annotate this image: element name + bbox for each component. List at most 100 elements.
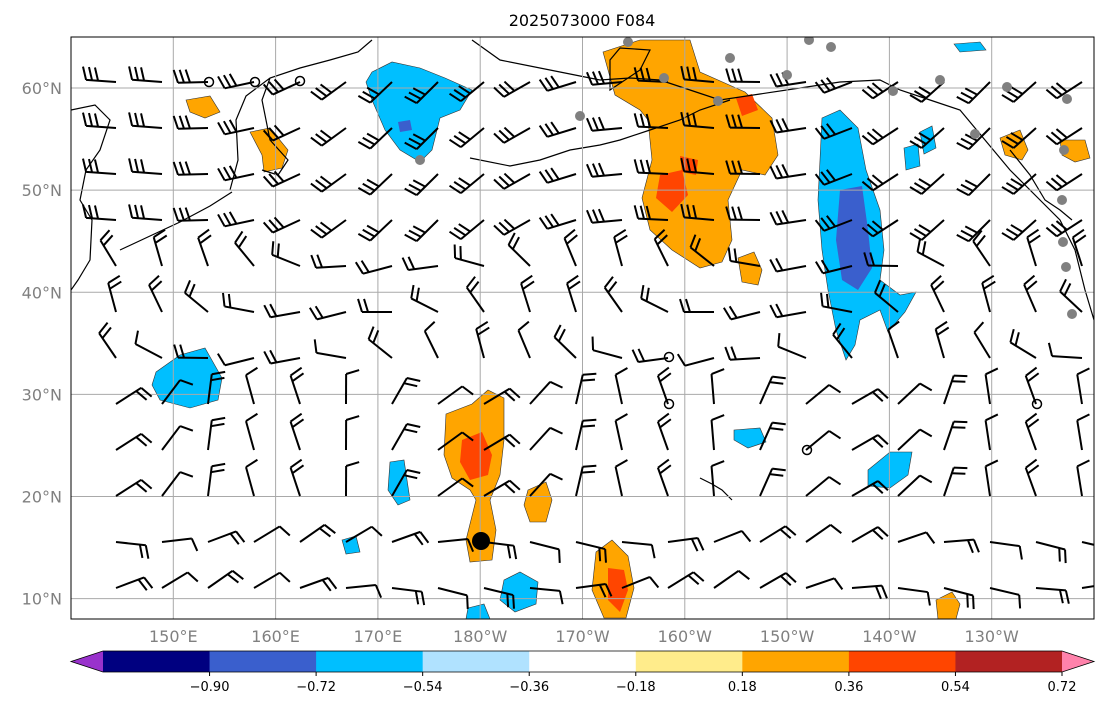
negative-region-small-4	[903, 143, 921, 171]
positive-region-core-central	[460, 432, 492, 480]
wind-barb-icon	[152, 228, 168, 267]
lon-tick-label: 150°E	[149, 627, 198, 646]
wind-barb-icon	[538, 167, 577, 184]
wind-barb-icon	[493, 80, 531, 98]
colorbar-segment	[529, 651, 637, 672]
wind-barb-icon	[1081, 585, 1094, 589]
wind-barb-icon	[253, 525, 291, 543]
wind-barb-icon	[437, 538, 475, 552]
wind-barb-icon	[689, 234, 715, 267]
wind-barb-icon	[1081, 541, 1094, 546]
wind-barb-icon	[897, 587, 931, 606]
wind-barb-icon	[943, 538, 980, 554]
wind-barb-icon	[759, 572, 797, 589]
wind-barb-icon	[82, 158, 117, 175]
wind-barb-icon	[621, 541, 656, 559]
colorbar-label: 0.54	[941, 680, 970, 695]
wind-barb-icon	[172, 115, 209, 130]
wind-barb-icon	[310, 254, 347, 269]
wind-barb-icon	[851, 584, 888, 600]
wind-barb-icon	[263, 303, 301, 319]
wind-barb-icon	[851, 388, 889, 405]
wind-barb-icon	[423, 321, 439, 359]
wind-barb-icon	[1076, 413, 1090, 451]
wind-barb-icon	[1001, 127, 1037, 149]
wind-barb-icon	[725, 114, 761, 129]
filled-circle-station-6	[804, 37, 814, 45]
wind-barb-icon	[943, 587, 975, 610]
wind-barb-icon	[197, 228, 212, 267]
wind-barb-icon	[401, 256, 439, 271]
wind-barb-icon	[308, 305, 347, 321]
wind-barb-icon	[1035, 587, 1070, 604]
wind-barb-icon	[245, 458, 258, 497]
wind-barb-icon	[897, 474, 933, 497]
wind-barb-icon	[161, 425, 194, 451]
wind-barb-icon	[851, 434, 889, 451]
wind-barb-icon	[493, 218, 531, 236]
negative-region-small-6	[953, 41, 987, 53]
wind-barb-icon	[897, 531, 936, 544]
wind-barb-icon	[777, 333, 807, 359]
wind-barb-icon	[1009, 328, 1037, 359]
wind-barb-icon	[575, 464, 597, 497]
wind-barb-icon	[1035, 541, 1067, 564]
wind-barb-icon	[930, 274, 945, 313]
positive-region-gulf-of-alaska	[602, 39, 779, 269]
wind-barb-icon	[82, 112, 117, 129]
wind-barb-icon	[909, 81, 945, 103]
lon-tick-label: 160°W	[658, 627, 713, 646]
open-circle-calm-5	[663, 398, 675, 410]
wind-barb-icon	[367, 326, 393, 359]
wind-barb-icon	[861, 173, 899, 192]
filled-circle-station-8	[888, 86, 898, 96]
wind-barb-icon	[769, 164, 807, 180]
wind-barb-icon	[128, 112, 163, 129]
wind-barb-icon	[909, 173, 945, 195]
wind-barb-icon	[161, 379, 194, 405]
wind-barb-icon	[529, 380, 563, 405]
wind-barb-icon	[391, 423, 421, 451]
wind-barb-icon	[207, 569, 244, 589]
wind-barb-icon	[529, 587, 564, 605]
wind-barb-icon	[909, 127, 945, 149]
wind-barb-icon	[1045, 127, 1083, 146]
wind-barb-icon	[262, 216, 301, 234]
wind-barb-icon	[448, 219, 485, 240]
wind-barb-icon	[217, 353, 255, 367]
filled-circle-station-13	[1057, 195, 1067, 205]
wind-barb-icon	[289, 366, 305, 405]
positive-region-core-south	[608, 568, 628, 612]
colorbar-extend-min	[71, 651, 103, 672]
wind-barb-icon	[289, 458, 305, 497]
open-circle-calm-6	[801, 444, 813, 456]
filled-circle-station-14	[1058, 237, 1068, 247]
wind-barb-icon	[820, 292, 853, 313]
wind-barb-icon	[262, 170, 301, 188]
wind-barb-icon	[345, 461, 360, 497]
wind-barb-icon	[680, 157, 715, 175]
latitude-tick-labels: 10°N 20°N 30°N 40°N 50°N 60°N	[22, 79, 62, 609]
wind-barb-icon	[710, 368, 725, 405]
colorbar-segment	[848, 651, 956, 672]
wind-barb-icon	[391, 530, 430, 546]
wind-barb-icon	[981, 274, 996, 313]
wind-barb-icon	[725, 206, 761, 221]
lon-tick-label: 170°W	[555, 627, 610, 646]
wind-barb-icon	[769, 257, 807, 273]
wind-barb-icon	[345, 525, 383, 543]
coastline-bc	[1009, 149, 1073, 221]
wind-barb-icon	[640, 284, 669, 313]
wind-barb-icon	[710, 460, 725, 497]
wind-barb-icon	[1071, 228, 1087, 267]
wind-barb-icon	[437, 385, 474, 405]
coastline-alaska-peninsula	[609, 47, 651, 92]
lat-tick-label: 20°N	[22, 487, 62, 506]
colorbar-label: −0.54	[403, 680, 443, 695]
wind-barb-icon	[299, 523, 336, 543]
wind-barb-icon	[310, 219, 347, 239]
wind-barb-icon	[493, 172, 531, 190]
negative-region-small-3	[733, 427, 767, 449]
lon-tick-label: 160°E	[251, 627, 300, 646]
